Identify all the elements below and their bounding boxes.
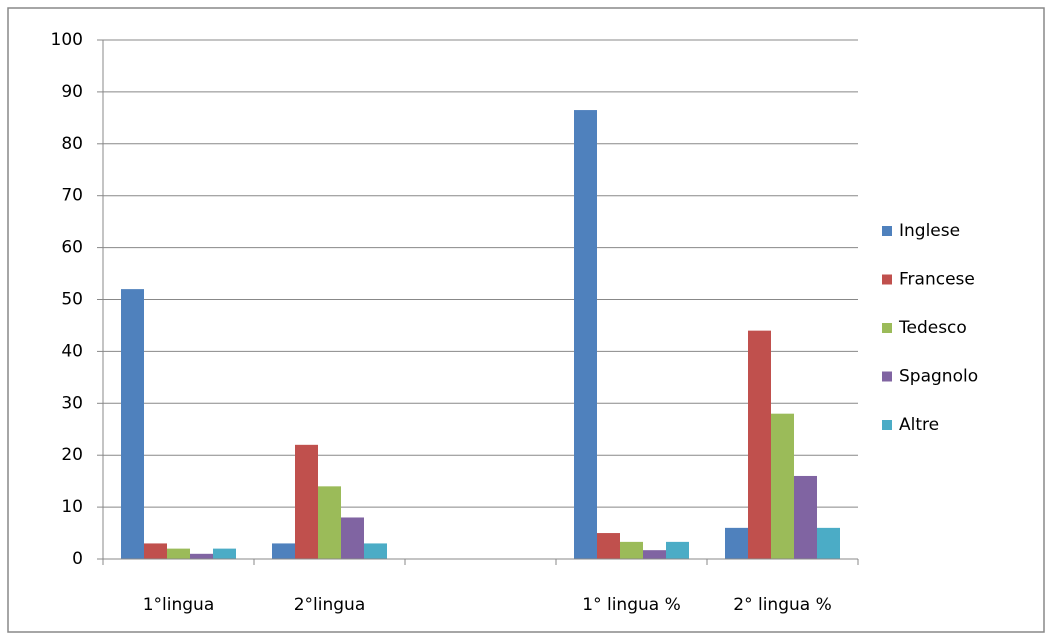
y-tick-label: 90 <box>61 82 83 102</box>
bar <box>574 110 597 559</box>
legend-label: Altre <box>899 415 939 435</box>
x-tick-label: 2° lingua % <box>733 595 831 615</box>
bar <box>364 543 387 559</box>
y-tick-label: 0 <box>72 549 83 569</box>
chart-border <box>7 7 1045 633</box>
y-tick-label: 100 <box>51 30 83 50</box>
legend-label: Spagnolo <box>899 367 978 387</box>
bar <box>817 527 840 559</box>
y-tick-label: 40 <box>61 341 83 361</box>
x-tick-label: 1°lingua <box>143 595 215 615</box>
bar <box>771 413 794 559</box>
bar <box>748 330 771 559</box>
legend-label: Tedesco <box>898 318 967 338</box>
legend-swatch <box>882 323 892 333</box>
bar <box>620 541 643 559</box>
y-tick-label: 70 <box>61 186 83 206</box>
y-tick-label: 60 <box>61 238 83 258</box>
legend-swatch <box>882 420 892 430</box>
legend-label: Francese <box>899 270 975 290</box>
x-tick-label: 2°lingua <box>294 595 366 615</box>
y-tick-label: 50 <box>61 290 83 310</box>
bar <box>341 517 364 559</box>
legend-swatch <box>882 371 892 382</box>
x-tick-label: 1° lingua % <box>582 595 680 615</box>
bar <box>272 543 295 559</box>
legend-swatch <box>882 274 892 285</box>
bar <box>167 548 190 559</box>
bar <box>190 553 213 559</box>
y-tick-label: 10 <box>61 497 83 517</box>
y-tick-label: 20 <box>61 445 83 465</box>
bar <box>725 527 748 559</box>
bar <box>666 541 689 559</box>
y-tick-label: 30 <box>61 393 83 413</box>
bar <box>295 444 318 559</box>
bar <box>643 550 666 559</box>
y-tick-label: 80 <box>61 134 83 154</box>
legend-label: Inglese <box>899 221 960 241</box>
bar <box>213 548 236 559</box>
bar <box>144 543 167 559</box>
legend-swatch <box>882 226 892 236</box>
bar <box>121 289 144 559</box>
bar <box>597 533 620 559</box>
bar <box>794 475 817 559</box>
bar <box>318 486 341 559</box>
